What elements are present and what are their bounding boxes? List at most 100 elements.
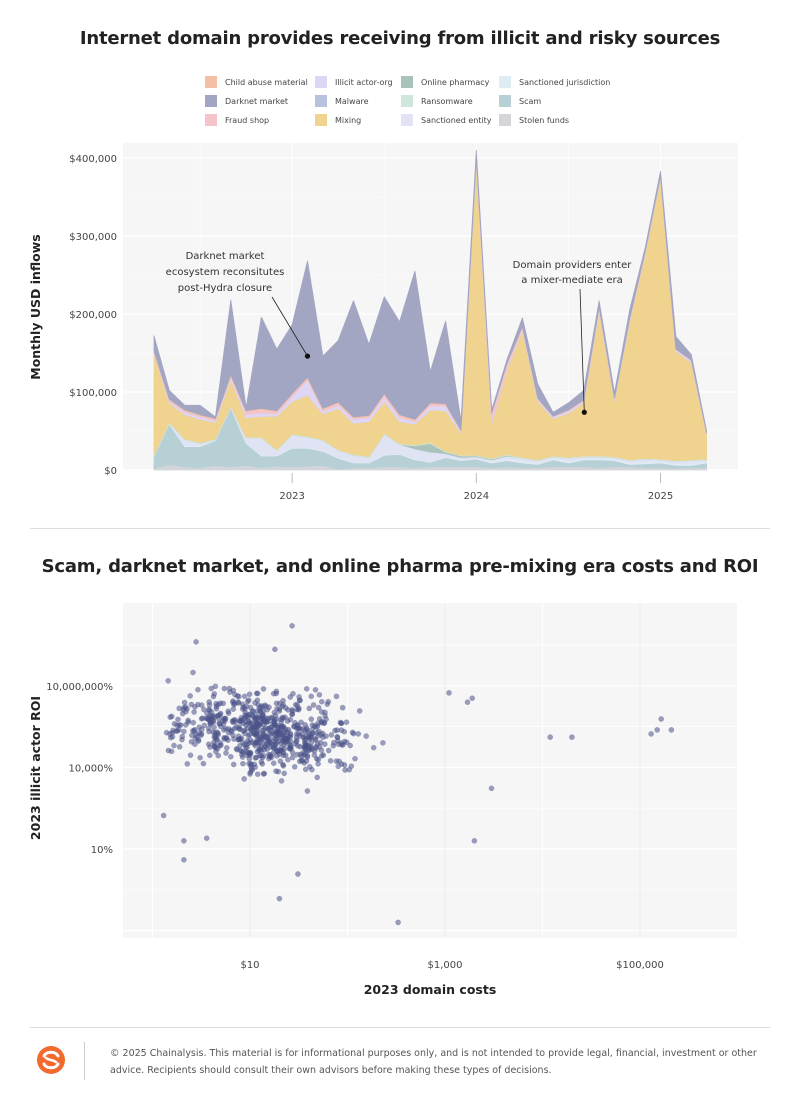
scatter-point [309, 726, 316, 733]
scatter-point [275, 732, 282, 739]
scatter-point [275, 768, 282, 775]
scatter-point [309, 746, 315, 753]
scatter-point [269, 715, 276, 721]
scatter-point [311, 752, 318, 758]
scatter-point [315, 733, 321, 739]
scatter-point [278, 778, 285, 784]
scatter-point [312, 737, 319, 743]
scatter-point [307, 733, 313, 740]
scatter-point [176, 727, 182, 733]
scatter-point [190, 669, 196, 676]
y-axis-label: Monthly USD inflows [28, 234, 43, 380]
scatter-point [287, 745, 293, 752]
scatter-point [239, 754, 246, 760]
scatter-point [240, 760, 246, 767]
x-tick-label: 2025 [648, 491, 673, 502]
scatter-point [254, 771, 261, 778]
scatter-point [488, 785, 495, 792]
scatter-point [293, 737, 300, 744]
scatter-point [205, 741, 212, 748]
legend-item-child-abuse-material: Child abuse material [205, 76, 308, 88]
scatter-point [363, 733, 370, 739]
scatter-point [317, 739, 324, 746]
annotation-text: ecosystem reconsitutes [166, 267, 285, 278]
scatter-point [248, 725, 255, 732]
section-divider [30, 528, 770, 529]
scatter-point [255, 702, 262, 708]
scatter-point [195, 686, 201, 693]
scatter-point [226, 685, 233, 692]
scatter-point [232, 719, 239, 725]
scatter-point [200, 760, 207, 767]
scatter-point [302, 743, 309, 749]
legend-item-darknet-market: Darknet market [205, 95, 288, 107]
scatter-point [168, 748, 175, 755]
x-tick-label: $1,000 [428, 960, 463, 971]
area-chart-title: Internet domain provides receiving from … [79, 28, 721, 49]
scatter-points [160, 622, 675, 926]
scatter-point [215, 730, 221, 737]
scatter-point [206, 699, 213, 705]
scatter-point [198, 731, 205, 737]
scatter-point [246, 750, 253, 757]
scatter-point [215, 712, 222, 719]
scatter-point [547, 734, 554, 740]
y-tick-label: 10% [91, 845, 113, 856]
scatter-point [370, 744, 377, 751]
scatter-point [324, 701, 331, 708]
scatter-point [195, 736, 202, 743]
scatter-point [192, 703, 198, 710]
scatter-point [446, 690, 452, 696]
annotation-text: post-Hydra closure [178, 283, 272, 294]
scatter-point [193, 639, 199, 645]
legend-item-online-pharmacy: Online pharmacy [401, 76, 489, 88]
scatter-point [221, 685, 228, 692]
scatter-point [188, 738, 195, 745]
scatter-point [187, 752, 194, 759]
scatter-point [302, 766, 309, 773]
scatter-point [187, 693, 194, 699]
legend-swatch [401, 95, 413, 107]
legend-swatch [205, 114, 217, 126]
scatter-point [330, 742, 337, 749]
scatter-point [221, 715, 227, 722]
scatter-point [201, 706, 207, 713]
footer-disclaimer: © 2025 Chainalysis. This material is for… [110, 1048, 757, 1076]
scatter-point [256, 747, 263, 753]
legend-item-mixing: Mixing [315, 114, 361, 126]
scatter-point [343, 719, 350, 726]
scatter-point [171, 742, 177, 749]
scatter-point [206, 706, 212, 713]
scatter-point [569, 734, 575, 740]
scatter-point [296, 758, 303, 765]
scatter-point [165, 677, 172, 684]
legend-item-illicit-actor-org: Illicit actor-org [315, 76, 393, 88]
legend-item-fraud-shop: Fraud shop [205, 114, 269, 126]
scatter-point [196, 724, 203, 731]
legend-swatch [205, 76, 217, 88]
scatter-point [220, 700, 227, 707]
legend-label: Malware [335, 96, 369, 106]
scatter-point [223, 745, 230, 751]
scatter-chart: 10% 10,000% 10,000,000% $10 $1,000 $100,000 20… [28, 603, 738, 997]
legend-label: Illicit actor-org [335, 77, 393, 87]
legend-swatch [205, 95, 217, 107]
scatter-point [252, 717, 259, 724]
x-tick-label: $100,000 [616, 960, 664, 971]
scatter-point [197, 754, 203, 761]
scatter-point [248, 766, 255, 773]
scatter-point [191, 709, 197, 715]
legend-label: Scam [519, 96, 542, 106]
x-tick-label: 2024 [464, 491, 489, 502]
scatter-point [318, 698, 325, 705]
scatter-point [284, 718, 291, 724]
scatter-point [273, 740, 280, 747]
scatter-point [270, 690, 277, 697]
scatter-point [289, 749, 296, 756]
scatter-point [220, 727, 227, 733]
scatter-point [341, 738, 348, 745]
scatter-point [199, 715, 206, 722]
scatter-point [160, 812, 167, 819]
scatter-point [285, 726, 292, 733]
scatter-point [260, 726, 267, 733]
